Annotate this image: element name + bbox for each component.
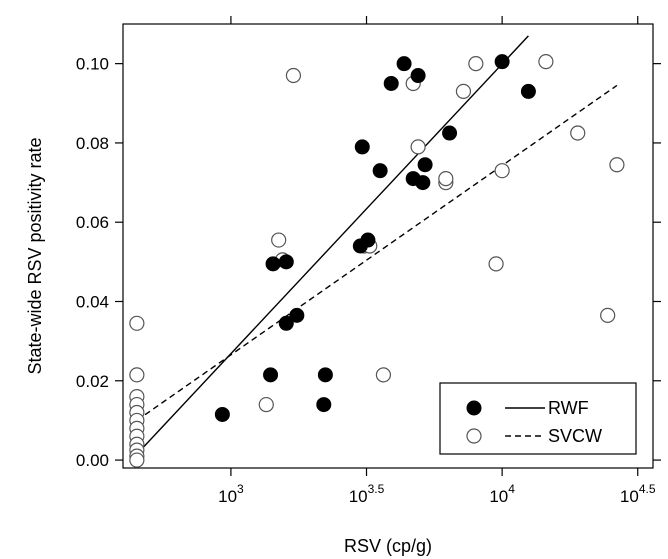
y-tick-label: 0.00 bbox=[76, 451, 109, 470]
point-svcw bbox=[455, 83, 472, 99]
point-svcw bbox=[538, 54, 554, 70]
fit-line-rwf bbox=[136, 35, 529, 455]
point-svcw bbox=[609, 157, 625, 173]
plot-frame bbox=[122, 23, 654, 469]
y-axis-label: State-wide RSV positivity rate bbox=[25, 137, 45, 374]
point-svcw bbox=[258, 396, 274, 413]
x-tick-label: 103.5 bbox=[349, 482, 385, 506]
legend-marker-rwf bbox=[466, 400, 482, 416]
point-svcw bbox=[129, 367, 145, 383]
point-svcw bbox=[438, 171, 454, 187]
point-rwf bbox=[372, 163, 388, 179]
point-rwf bbox=[360, 232, 376, 248]
point-svcw bbox=[410, 139, 426, 155]
point-svcw bbox=[129, 315, 145, 331]
axis-ticks: 0.00 0.02 0.04 0.06 0.08 0.10 103 103.5 104 104.5 bbox=[76, 16, 661, 506]
point-svcw bbox=[271, 232, 287, 248]
point-rwf bbox=[278, 315, 294, 331]
point-svcw bbox=[468, 56, 484, 72]
fit-line-svcw bbox=[136, 84, 618, 422]
point-rwf bbox=[214, 406, 230, 422]
point-rwf bbox=[383, 75, 399, 91]
y-tick-label: 0.10 bbox=[76, 55, 109, 74]
point-rwf bbox=[396, 56, 412, 72]
x-axis-label: RSV (cp/g) bbox=[344, 536, 432, 556]
point-rwf bbox=[316, 397, 332, 413]
point-svcw bbox=[375, 367, 392, 383]
point-rwf bbox=[263, 367, 279, 383]
point-rwf bbox=[289, 307, 305, 323]
point-rwf bbox=[265, 256, 281, 272]
x-tick-label: 104 bbox=[489, 482, 515, 506]
point-svcw bbox=[129, 452, 145, 468]
point-svcw bbox=[600, 307, 616, 323]
point-svcw bbox=[570, 125, 586, 141]
legend-label-rwf: RWF bbox=[548, 398, 589, 418]
y-tick-label: 0.04 bbox=[76, 293, 109, 312]
x-tick-label: 104.5 bbox=[620, 482, 656, 506]
point-svcw bbox=[494, 163, 510, 179]
point-rwf bbox=[317, 367, 333, 383]
regression-lines bbox=[136, 35, 618, 455]
data-points bbox=[129, 54, 625, 468]
x-tick-label: 103 bbox=[218, 482, 244, 506]
legend-marker-svcw bbox=[466, 428, 482, 444]
y-tick-label: 0.08 bbox=[76, 134, 109, 153]
point-rwf bbox=[410, 68, 426, 84]
point-svcw bbox=[488, 256, 504, 272]
point-svcw bbox=[285, 67, 302, 84]
point-rwf bbox=[415, 175, 431, 191]
point-rwf bbox=[278, 254, 294, 270]
point-rwf bbox=[417, 157, 433, 173]
point-rwf bbox=[354, 139, 370, 155]
y-tick-label: 0.06 bbox=[76, 213, 109, 232]
y-tick-label: 0.02 bbox=[76, 372, 109, 391]
point-rwf bbox=[442, 125, 458, 141]
point-rwf bbox=[494, 54, 510, 70]
legend-label-svcw: SVCW bbox=[548, 426, 602, 446]
legend: RWF SVCW bbox=[439, 382, 637, 455]
legend-box bbox=[439, 382, 637, 455]
point-rwf bbox=[520, 83, 536, 99]
